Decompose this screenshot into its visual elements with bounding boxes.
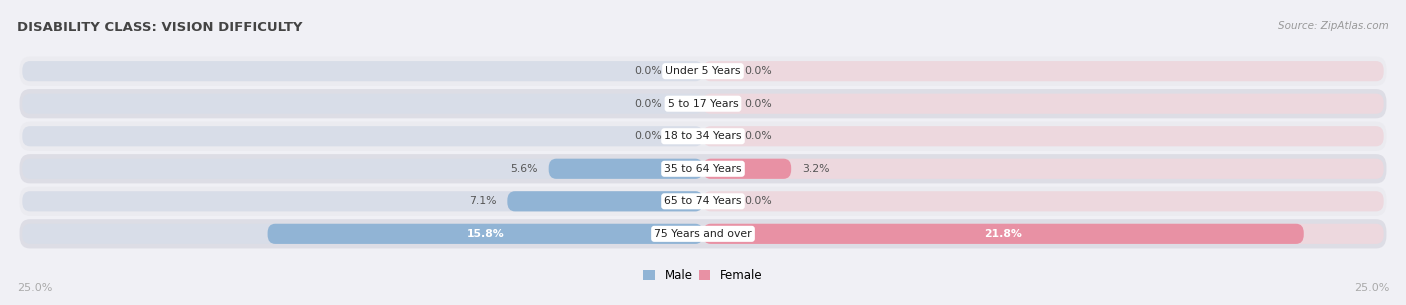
Text: 15.8%: 15.8% <box>467 229 505 239</box>
Text: DISABILITY CLASS: VISION DIFFICULTY: DISABILITY CLASS: VISION DIFFICULTY <box>17 21 302 34</box>
FancyBboxPatch shape <box>20 89 1386 118</box>
Text: 18 to 34 Years: 18 to 34 Years <box>664 131 742 141</box>
Text: 5 to 17 Years: 5 to 17 Years <box>668 99 738 109</box>
Text: 0.0%: 0.0% <box>744 99 772 109</box>
Text: 65 to 74 Years: 65 to 74 Years <box>664 196 742 206</box>
FancyBboxPatch shape <box>22 94 703 114</box>
Text: 35 to 64 Years: 35 to 64 Years <box>664 164 742 174</box>
Text: 25.0%: 25.0% <box>1354 283 1389 293</box>
FancyBboxPatch shape <box>703 159 792 179</box>
FancyBboxPatch shape <box>548 159 703 179</box>
FancyBboxPatch shape <box>20 219 1386 249</box>
Text: Source: ZipAtlas.com: Source: ZipAtlas.com <box>1278 21 1389 31</box>
FancyBboxPatch shape <box>267 224 703 244</box>
Text: 0.0%: 0.0% <box>634 131 662 141</box>
FancyBboxPatch shape <box>703 224 1303 244</box>
Legend: Male, Female: Male, Female <box>638 265 768 287</box>
Text: 7.1%: 7.1% <box>468 196 496 206</box>
FancyBboxPatch shape <box>703 94 1384 114</box>
Text: Under 5 Years: Under 5 Years <box>665 66 741 76</box>
Text: 5.6%: 5.6% <box>510 164 537 174</box>
Text: 25.0%: 25.0% <box>17 283 52 293</box>
FancyBboxPatch shape <box>22 224 703 244</box>
FancyBboxPatch shape <box>22 126 703 146</box>
FancyBboxPatch shape <box>20 154 1386 183</box>
Text: 21.8%: 21.8% <box>984 229 1022 239</box>
Text: 0.0%: 0.0% <box>634 66 662 76</box>
FancyBboxPatch shape <box>20 122 1386 151</box>
Text: 0.0%: 0.0% <box>744 196 772 206</box>
FancyBboxPatch shape <box>703 159 1384 179</box>
Text: 0.0%: 0.0% <box>744 66 772 76</box>
FancyBboxPatch shape <box>22 61 703 81</box>
Text: 0.0%: 0.0% <box>634 99 662 109</box>
FancyBboxPatch shape <box>703 224 1384 244</box>
FancyBboxPatch shape <box>703 126 1384 146</box>
Text: 0.0%: 0.0% <box>744 131 772 141</box>
FancyBboxPatch shape <box>508 191 703 211</box>
FancyBboxPatch shape <box>20 187 1386 216</box>
FancyBboxPatch shape <box>703 61 1384 81</box>
FancyBboxPatch shape <box>20 56 1386 86</box>
Text: 75 Years and over: 75 Years and over <box>654 229 752 239</box>
FancyBboxPatch shape <box>22 191 703 211</box>
FancyBboxPatch shape <box>22 159 703 179</box>
FancyBboxPatch shape <box>703 191 1384 211</box>
Text: 3.2%: 3.2% <box>803 164 830 174</box>
